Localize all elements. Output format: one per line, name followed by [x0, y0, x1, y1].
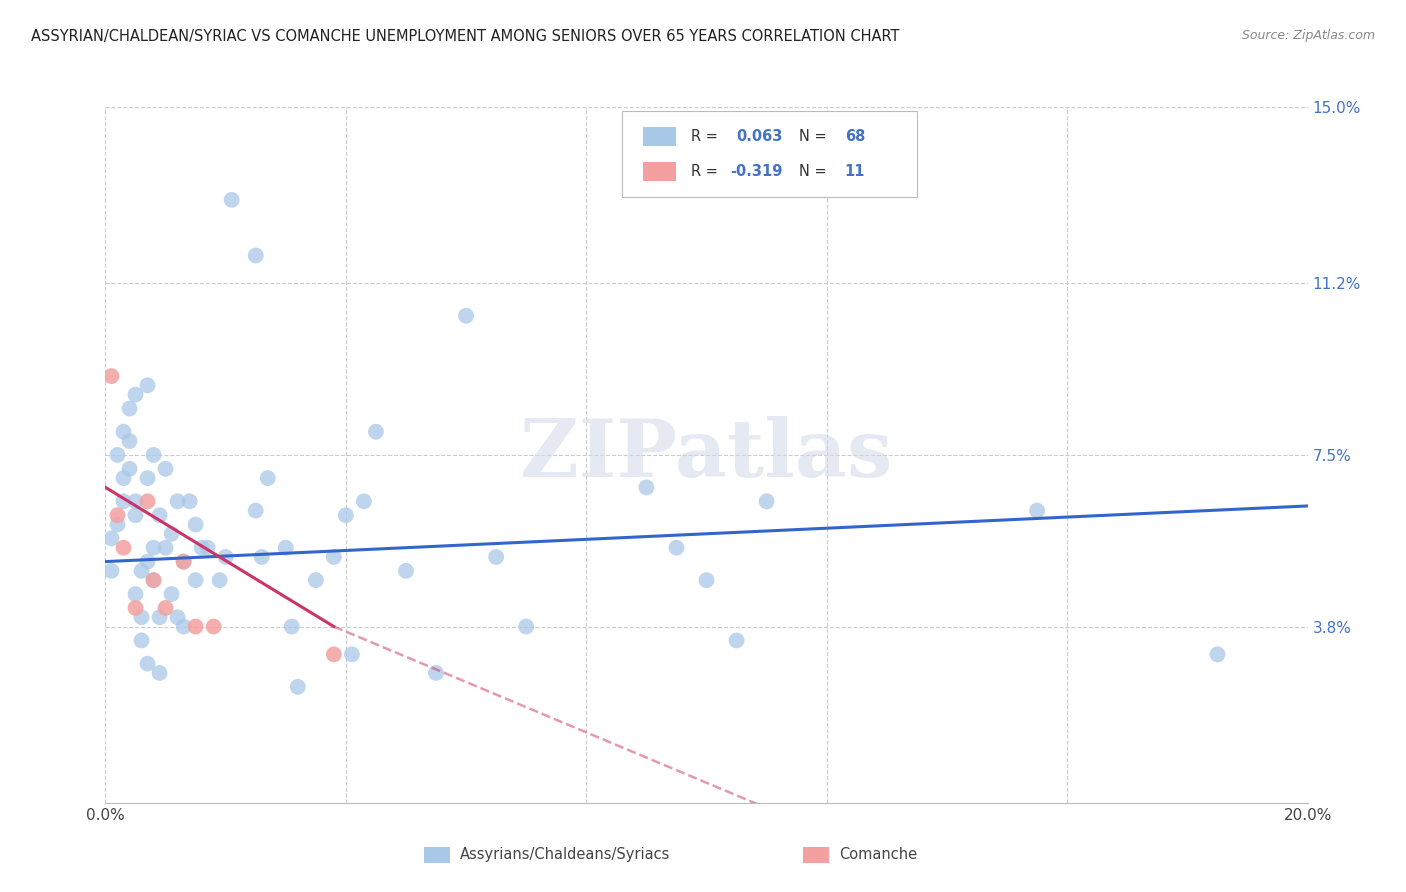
- Point: [107, 517, 129, 532]
- Text: 0.063: 0.063: [737, 129, 783, 144]
- Point: [136, 378, 159, 392]
- Point: [124, 601, 146, 615]
- Point: [155, 462, 177, 476]
- Point: [136, 657, 159, 671]
- FancyBboxPatch shape: [623, 111, 917, 197]
- Point: [136, 555, 159, 569]
- Text: -0.319: -0.319: [731, 164, 783, 179]
- Point: [112, 425, 135, 439]
- Point: [118, 401, 141, 416]
- FancyBboxPatch shape: [425, 847, 450, 863]
- Point: [340, 648, 363, 662]
- Point: [425, 665, 447, 680]
- Point: [1206, 648, 1229, 662]
- Point: [250, 549, 273, 564]
- Point: [148, 665, 170, 680]
- Point: [305, 573, 328, 587]
- Text: N =: N =: [799, 164, 831, 179]
- Point: [124, 387, 146, 401]
- Point: [197, 541, 219, 555]
- Point: [107, 448, 129, 462]
- Point: [118, 462, 141, 476]
- Point: [322, 549, 344, 564]
- Point: [142, 541, 165, 555]
- Text: ASSYRIAN/CHALDEAN/SYRIAC VS COMANCHE UNEMPLOYMENT AMONG SENIORS OVER 65 YEARS CO: ASSYRIAN/CHALDEAN/SYRIAC VS COMANCHE UNE…: [31, 29, 900, 44]
- Point: [665, 541, 688, 555]
- Point: [131, 610, 153, 624]
- Point: [184, 517, 207, 532]
- Point: [190, 541, 212, 555]
- Point: [173, 619, 195, 633]
- Point: [148, 610, 170, 624]
- Point: [124, 494, 146, 508]
- Point: [1026, 503, 1049, 517]
- Point: [118, 434, 141, 448]
- Point: [112, 471, 135, 485]
- Point: [179, 494, 201, 508]
- Point: [142, 573, 165, 587]
- Point: [755, 494, 778, 508]
- Point: [124, 587, 146, 601]
- Point: [155, 541, 177, 555]
- Text: 11: 11: [845, 164, 865, 179]
- Point: [124, 508, 146, 523]
- Text: Source: ZipAtlas.com: Source: ZipAtlas.com: [1241, 29, 1375, 42]
- Point: [155, 601, 177, 615]
- Point: [485, 549, 508, 564]
- Text: ZIPatlas: ZIPatlas: [520, 416, 893, 494]
- Point: [281, 619, 304, 633]
- Point: [100, 532, 122, 546]
- Point: [725, 633, 748, 648]
- Point: [142, 448, 165, 462]
- Point: [173, 555, 195, 569]
- Point: [184, 573, 207, 587]
- Point: [100, 369, 122, 384]
- Point: [131, 564, 153, 578]
- Text: Comanche: Comanche: [839, 847, 917, 863]
- FancyBboxPatch shape: [643, 127, 676, 146]
- Point: [131, 633, 153, 648]
- Point: [166, 494, 188, 508]
- Point: [335, 508, 357, 523]
- Point: [515, 619, 537, 633]
- Point: [221, 193, 243, 207]
- Text: R =: R =: [690, 164, 723, 179]
- Point: [112, 541, 135, 555]
- Point: [322, 648, 344, 662]
- Point: [184, 619, 207, 633]
- FancyBboxPatch shape: [643, 161, 676, 181]
- Point: [160, 526, 183, 541]
- Point: [100, 564, 122, 578]
- FancyBboxPatch shape: [803, 847, 830, 863]
- Point: [274, 541, 297, 555]
- Point: [173, 555, 195, 569]
- Text: Assyrians/Chaldeans/Syriacs: Assyrians/Chaldeans/Syriacs: [460, 847, 671, 863]
- Point: [454, 309, 477, 323]
- Text: R =: R =: [690, 129, 723, 144]
- Point: [395, 564, 418, 578]
- Point: [636, 480, 658, 494]
- Point: [142, 573, 165, 587]
- Point: [245, 503, 267, 517]
- Point: [353, 494, 375, 508]
- Point: [160, 587, 183, 601]
- Point: [148, 508, 170, 523]
- Point: [136, 494, 159, 508]
- Point: [696, 573, 718, 587]
- Point: [256, 471, 278, 485]
- Text: 68: 68: [845, 129, 865, 144]
- Point: [208, 573, 231, 587]
- Point: [202, 619, 225, 633]
- Point: [107, 508, 129, 523]
- Point: [136, 471, 159, 485]
- Point: [166, 610, 188, 624]
- Point: [214, 549, 236, 564]
- Point: [245, 248, 267, 262]
- Point: [112, 494, 135, 508]
- Point: [364, 425, 387, 439]
- Text: N =: N =: [799, 129, 831, 144]
- Point: [287, 680, 309, 694]
